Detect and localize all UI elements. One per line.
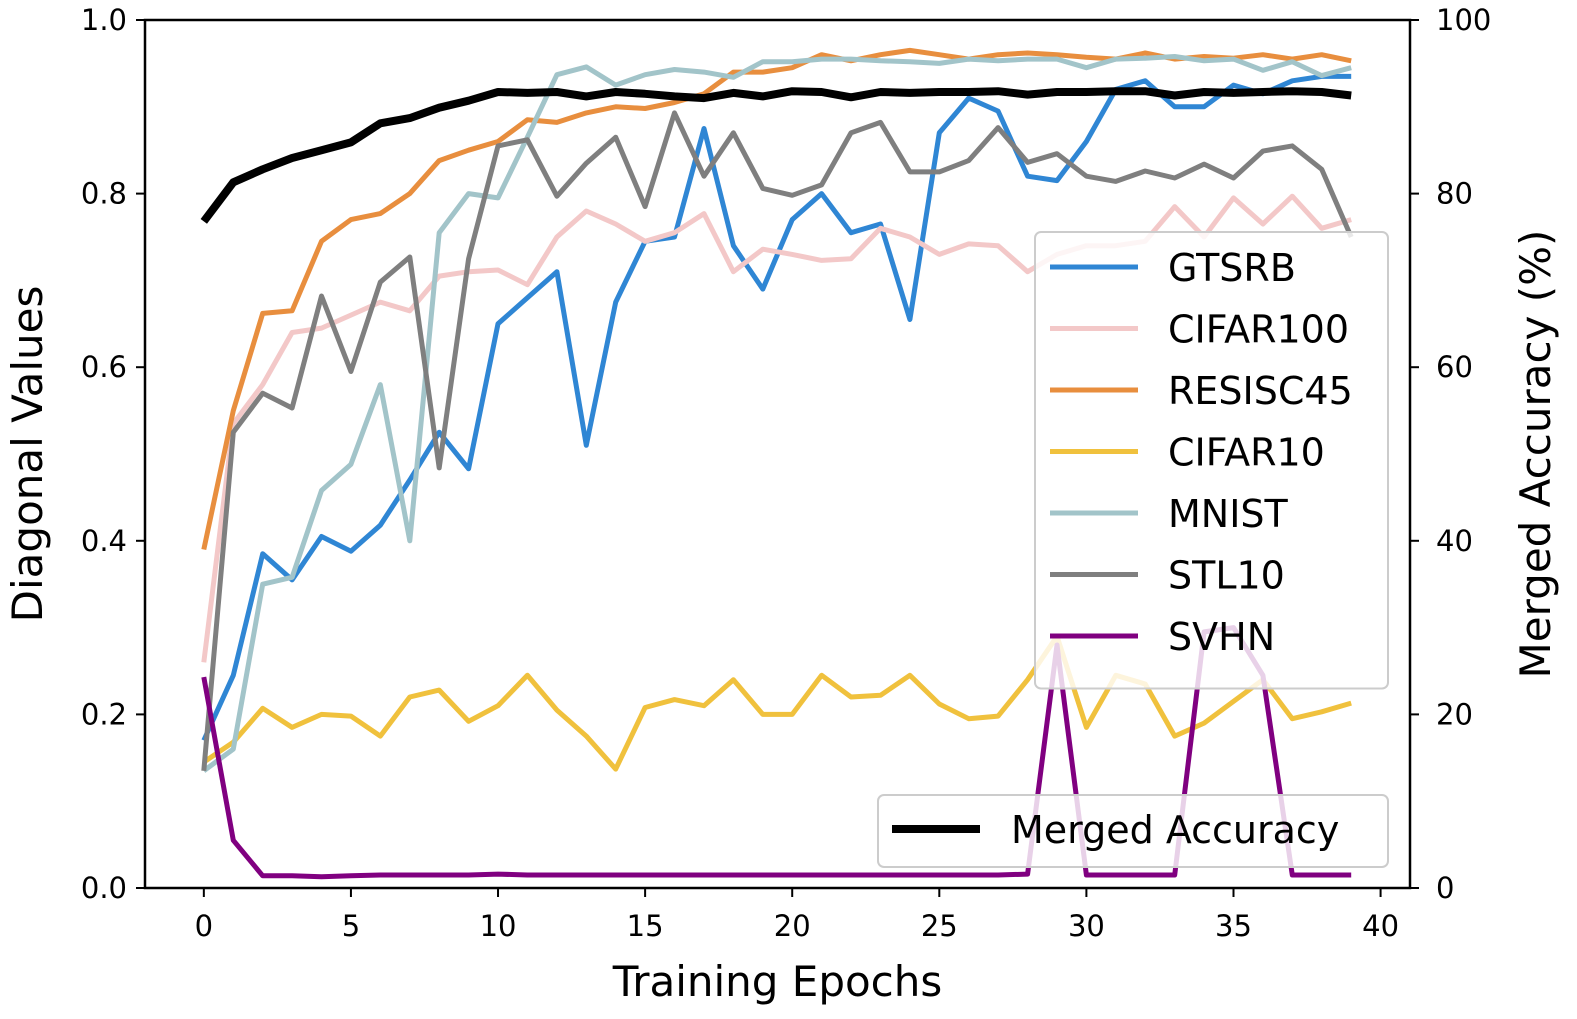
legend-label-cifar10: CIFAR10 <box>1168 431 1325 475</box>
x-tick-label: 15 <box>627 909 664 943</box>
legend-merged-accuracy: Merged Accuracy <box>877 794 1389 868</box>
right-y-tick-label: 80 <box>1436 177 1473 211</box>
series-line-cifar10 <box>202 633 1352 772</box>
legend-label-svhn: SVHN <box>1168 615 1275 659</box>
series-line-mnist <box>202 54 1352 773</box>
right-y-tick-label: 60 <box>1436 350 1473 384</box>
legend-label-gtsrb: GTSRB <box>1168 246 1296 290</box>
left-y-axis-title: Diagonal Values <box>3 286 52 623</box>
x-tick-label: 5 <box>342 909 360 943</box>
left-y-tick-label: 1.0 <box>81 3 127 37</box>
left-y-tick-label: 0.2 <box>81 697 127 731</box>
plot-frame <box>143 18 1412 890</box>
x-axis-title: Training Epochs <box>612 957 943 1006</box>
left-y-tick-label: 0.0 <box>81 871 127 905</box>
x-tick-label: 40 <box>1362 909 1399 943</box>
legend-label-mnist: MNIST <box>1168 492 1289 536</box>
series-line-svhn <box>201 625 1352 880</box>
x-tick-label: 0 <box>195 909 213 943</box>
x-tick-label: 35 <box>1215 909 1252 943</box>
x-tick-label: 30 <box>1068 909 1105 943</box>
right-y-tick-label: 0 <box>1436 871 1454 905</box>
legend-datasets: GTSRB CIFAR100 RESISC45 CIFAR10 MNIST STL10 SV… <box>1034 231 1389 690</box>
legend-label-stl10: STL10 <box>1168 554 1285 598</box>
left-y-tick-label: 0.4 <box>81 524 127 558</box>
legend-label-cifar100: CIFAR100 <box>1168 308 1349 352</box>
series-line-stl10 <box>201 110 1354 772</box>
legend-label-resisc45: RESISC45 <box>1168 369 1353 413</box>
axis-ticks: 0 5 10 15 20 25 30 35 40 0.0 0.2 0.4 0.6 0.8 1.0 0 20 40 6… <box>81 3 1491 943</box>
x-tick-label: 20 <box>774 909 811 943</box>
legend-label-merged-accuracy: Merged Accuracy <box>1011 808 1339 852</box>
left-y-tick-label: 0.6 <box>81 350 127 384</box>
right-y-tick-label: 20 <box>1436 697 1473 731</box>
plot-lines <box>200 47 1354 880</box>
right-y-tick-label: 100 <box>1436 3 1491 37</box>
legend-box-secondary <box>877 794 1389 868</box>
series-line-merged-accuracy <box>200 87 1352 224</box>
series-line-cifar100 <box>201 193 1352 663</box>
right-y-axis-title: Merged Accuracy (%) <box>1511 230 1560 679</box>
x-tick-label: 10 <box>480 909 517 943</box>
x-tick-label: 25 <box>921 909 958 943</box>
left-y-tick-label: 0.8 <box>81 177 127 211</box>
right-y-tick-label: 40 <box>1436 524 1473 558</box>
